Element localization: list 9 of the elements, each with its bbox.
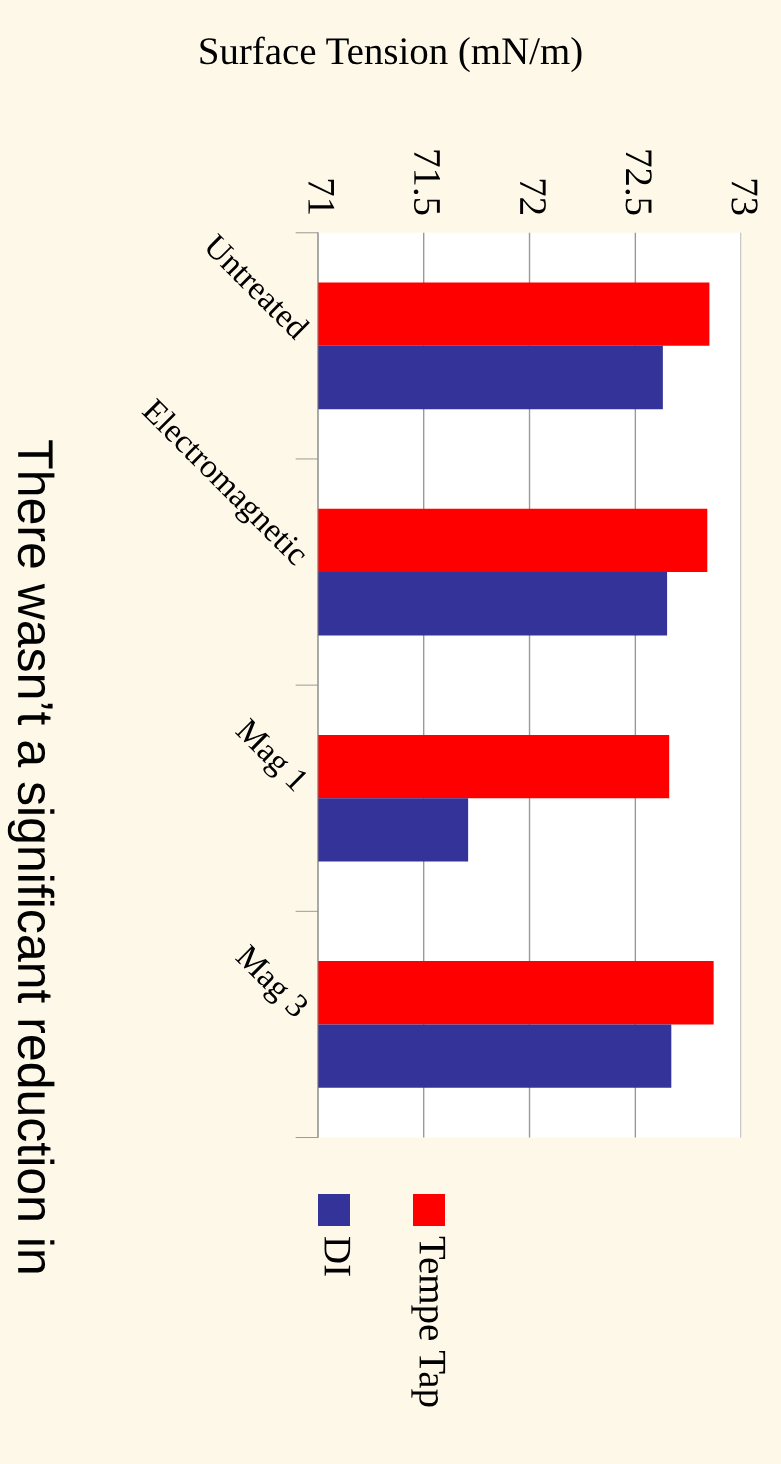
x-tick-label: 71.5 bbox=[413, 150, 441, 215]
legend-label: DI bbox=[324, 1237, 351, 1276]
x-tick-label: 73 bbox=[731, 179, 758, 215]
legend-label: Tempe Tap bbox=[411, 1236, 446, 1407]
x-tick-label: 72.5 bbox=[625, 150, 652, 215]
text: There wasn’t a significant reduction in bbox=[7, 440, 55, 1273]
chart-title: Surface Tension (mN/m) bbox=[200, 36, 582, 73]
x-tick-label: 71 bbox=[308, 179, 335, 214]
x-tick-label: 72 bbox=[520, 179, 546, 214]
